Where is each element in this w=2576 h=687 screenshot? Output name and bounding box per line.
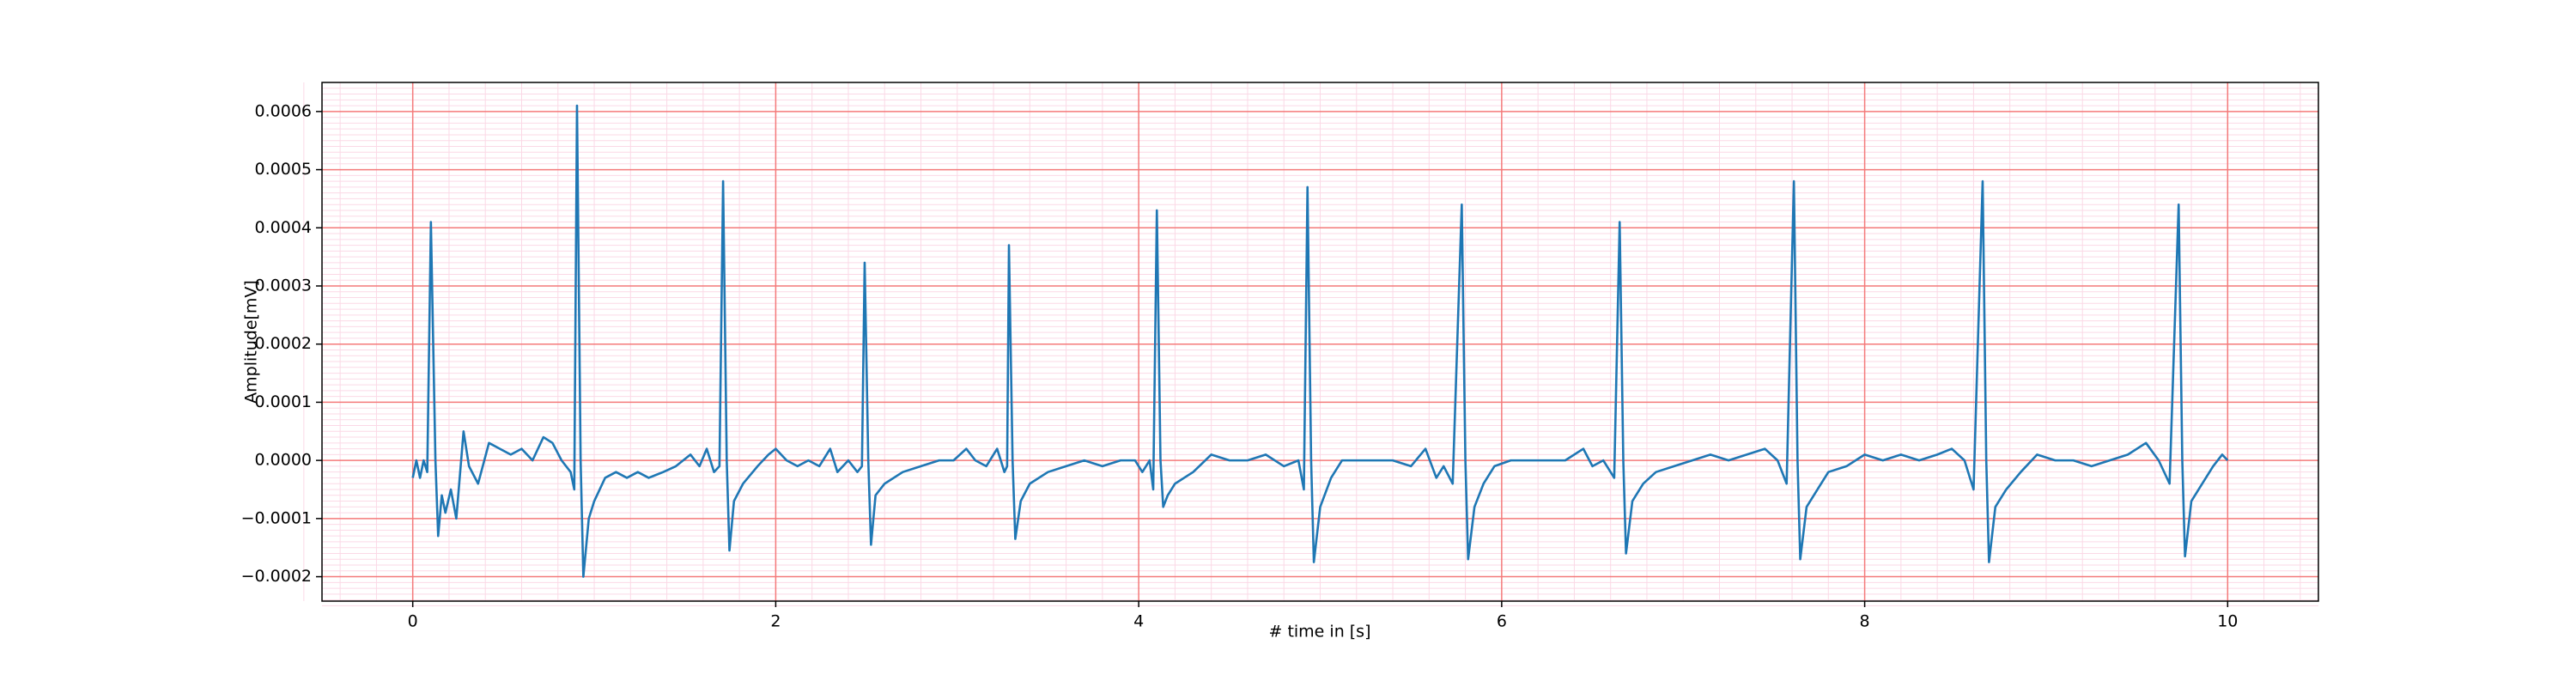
x-tick-label: 8 [1860,612,1870,631]
x-tick-label: 4 [1133,612,1144,631]
y-axis-label: Amplitude[mV] [242,280,261,404]
x-tick-label: 0 [408,612,418,631]
y-tick-label: 0.0000 [255,451,312,470]
ecg-line [411,104,2229,578]
y-tick-label: 0.0004 [255,218,312,237]
y-tick-label: 0.0002 [255,334,312,353]
y-tick-label: 0.0001 [255,392,312,411]
minor-grid [303,82,2318,606]
x-tick-label: 2 [770,612,781,631]
y-tick-label: 0.0003 [255,276,312,295]
y-tick-label: −0.0001 [241,508,312,527]
axes-frame [321,82,2319,602]
plot-area [411,104,2229,578]
y-tick-label: −0.0002 [241,567,312,586]
major-grid [322,82,2318,601]
x-tick-label: 6 [1497,612,1507,631]
y-tick-label: 0.0005 [255,160,312,179]
ticks: 0 2 4 6 8 10 −0.0002 −0.0001 0.0000 0.0001 0.0002 0… [241,101,2239,630]
x-tick-label: 10 [2217,612,2238,631]
y-tick-label: 0.0006 [255,101,312,120]
x-axis-label: # time in [s] [1268,623,1370,641]
